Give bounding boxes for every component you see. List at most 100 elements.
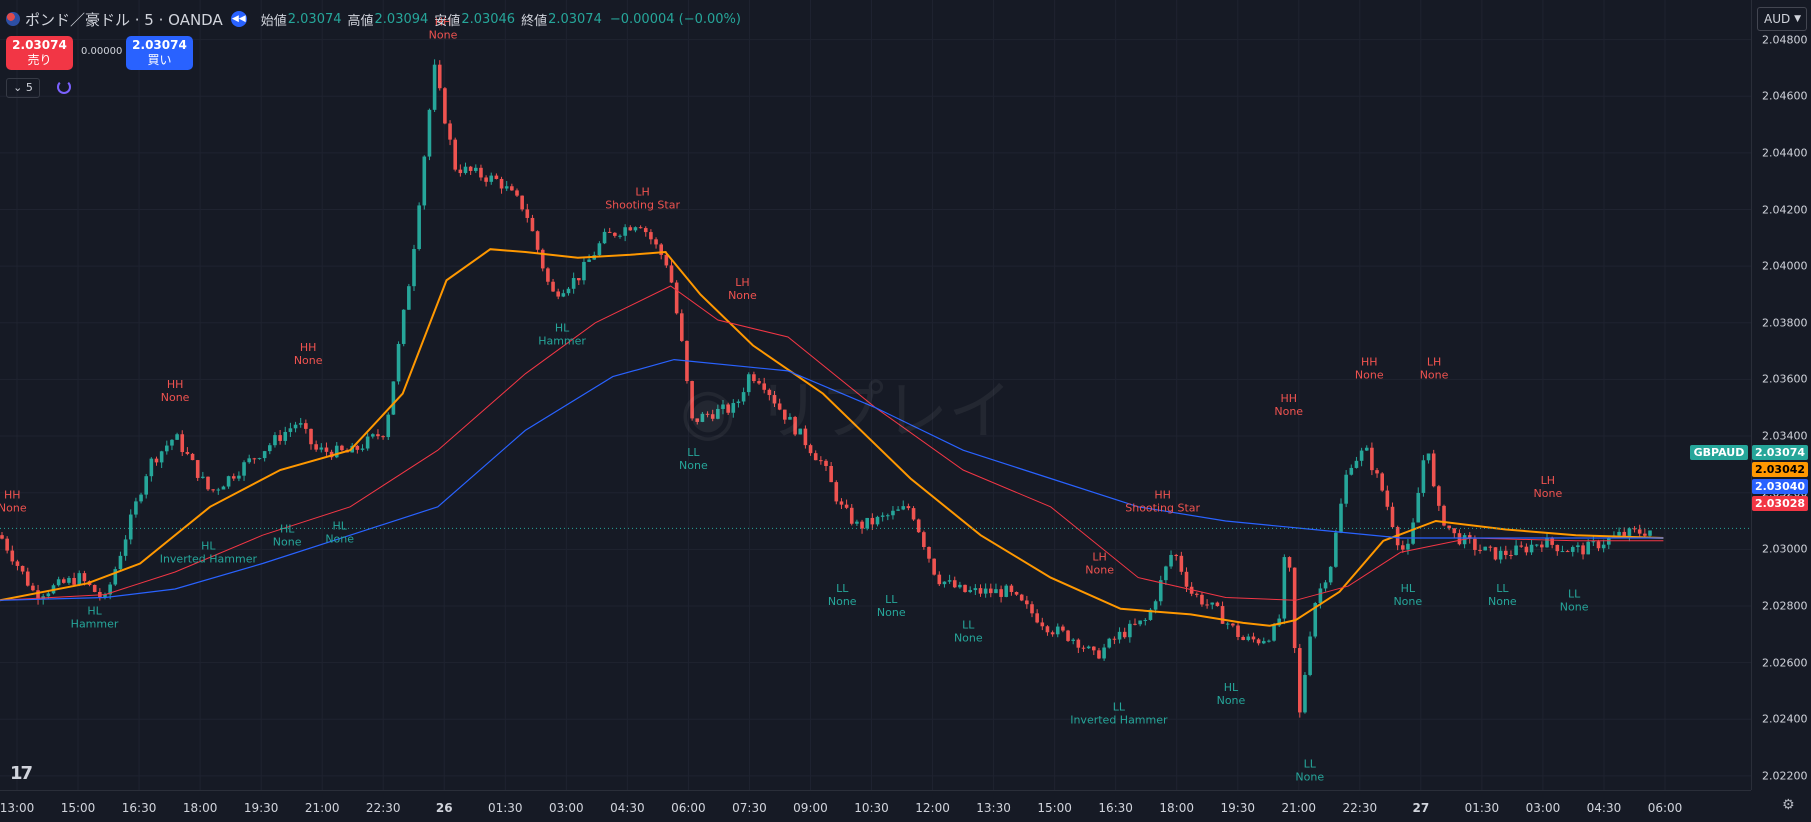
gear-icon[interactable]: ⚙ bbox=[1782, 797, 1795, 813]
candle-body bbox=[283, 431, 288, 441]
candle-body bbox=[1488, 546, 1493, 548]
annotation-swing: LL bbox=[1568, 587, 1581, 600]
time-tick-label: 13:00 bbox=[0, 801, 35, 815]
candle-body bbox=[1081, 647, 1086, 649]
annotation-swing: LH bbox=[1427, 355, 1441, 368]
interval-toggle[interactable]: ⌄ 5 bbox=[6, 78, 40, 98]
candle-body bbox=[149, 458, 154, 477]
candle-body bbox=[540, 249, 545, 269]
candle-body bbox=[77, 573, 82, 585]
candle-body bbox=[1303, 674, 1307, 713]
time-tick-label: 06:00 bbox=[1647, 801, 1683, 815]
candle-body bbox=[844, 504, 849, 508]
candle-body bbox=[1282, 557, 1287, 619]
candle-body bbox=[1298, 648, 1302, 713]
candle-body bbox=[25, 571, 30, 586]
time-tick-label: 19:30 bbox=[243, 801, 279, 815]
candle-body bbox=[983, 588, 988, 594]
tradingview-logo[interactable]: 17 bbox=[10, 763, 33, 784]
candle-body bbox=[1236, 625, 1240, 637]
candle-body bbox=[535, 231, 540, 250]
candle-body bbox=[268, 445, 272, 452]
candle-body bbox=[1385, 490, 1390, 507]
spread-value: 0.00000 bbox=[81, 46, 123, 57]
candle-body bbox=[458, 169, 463, 174]
candle-body bbox=[551, 281, 555, 292]
candle-body bbox=[247, 458, 251, 463]
candle-body bbox=[1128, 623, 1132, 638]
candle-body bbox=[1107, 638, 1112, 648]
candle-body bbox=[1380, 473, 1384, 491]
candle-body bbox=[1565, 551, 1570, 553]
candle-body bbox=[623, 227, 627, 236]
time-tick-label: 03:00 bbox=[1525, 801, 1561, 815]
annotation-pattern: Shooting Star bbox=[1125, 501, 1200, 514]
candle-body bbox=[494, 175, 499, 179]
candle-body bbox=[448, 123, 452, 140]
candle-body bbox=[643, 228, 648, 233]
candle-body bbox=[721, 404, 725, 409]
time-axis[interactable] bbox=[0, 790, 1751, 822]
candle-body bbox=[211, 489, 215, 491]
sell-button[interactable]: 2.03074 売り bbox=[6, 36, 73, 70]
candle-body bbox=[134, 501, 138, 515]
candle-body bbox=[1375, 470, 1379, 474]
candle-body bbox=[1241, 636, 1245, 641]
candle-body bbox=[772, 395, 777, 404]
annotation-swing: LL bbox=[687, 446, 700, 459]
replay-watermark: ◉ リプレイ bbox=[680, 375, 1013, 449]
close-label: 終値 bbox=[521, 13, 548, 29]
candle-body bbox=[1349, 467, 1354, 475]
candle-body bbox=[1225, 623, 1230, 625]
candle-body bbox=[520, 195, 524, 210]
candle-body bbox=[561, 293, 566, 297]
candle-body bbox=[932, 558, 936, 575]
buy-price: 2.03074 bbox=[132, 38, 187, 52]
candle-body bbox=[1359, 450, 1364, 461]
candle-body bbox=[808, 445, 813, 454]
candle-body bbox=[293, 424, 298, 429]
price-axis[interactable] bbox=[1751, 0, 1811, 790]
candle-body bbox=[746, 374, 751, 393]
buy-button[interactable]: 2.03074 買い bbox=[126, 36, 193, 70]
candle-body bbox=[1035, 613, 1039, 623]
symbol-title[interactable]: ポンド／豪ドル · 5 · OANDA bbox=[25, 10, 223, 29]
candle-body bbox=[1066, 630, 1070, 641]
chevron-down-icon: ⌄ bbox=[13, 81, 23, 94]
candle-body bbox=[942, 581, 947, 585]
candle-body bbox=[860, 521, 864, 529]
candle-body bbox=[103, 594, 107, 597]
annotation-pattern: None bbox=[1488, 595, 1517, 608]
candle-body bbox=[1442, 505, 1446, 526]
price-tick-label: 2.03400 bbox=[1762, 429, 1808, 443]
candle-body bbox=[829, 465, 833, 483]
candle-body bbox=[613, 232, 617, 236]
time-tick-label: 04:30 bbox=[610, 801, 645, 815]
currency-select[interactable]: AUD ▼ bbox=[1757, 7, 1807, 31]
candle-body bbox=[1452, 528, 1457, 534]
candle-body bbox=[1524, 546, 1529, 553]
candle-body bbox=[201, 476, 205, 478]
time-tick-label: 21:00 bbox=[304, 801, 340, 815]
candle-body bbox=[757, 381, 761, 384]
annotation-pattern: Hammer bbox=[538, 334, 586, 347]
replay-icon[interactable]: ◀◀ bbox=[230, 11, 247, 27]
candle-body bbox=[690, 381, 694, 419]
candle-body bbox=[1545, 537, 1549, 548]
candle-body bbox=[67, 577, 71, 583]
candle-body bbox=[515, 190, 519, 196]
candle-body bbox=[231, 476, 236, 479]
annotation-swing: HL bbox=[1224, 681, 1239, 694]
candle-body bbox=[546, 268, 550, 282]
candle-body bbox=[695, 418, 700, 422]
candle-body bbox=[288, 428, 293, 432]
ma-red-line bbox=[0, 285, 1664, 601]
candle-body bbox=[1112, 638, 1117, 640]
candle-body bbox=[1596, 541, 1601, 549]
candle-body bbox=[1246, 636, 1251, 641]
time-tick-label: 16:30 bbox=[121, 801, 157, 815]
candle-body bbox=[139, 494, 143, 502]
candle-body bbox=[886, 515, 890, 517]
candle-body bbox=[62, 579, 66, 583]
